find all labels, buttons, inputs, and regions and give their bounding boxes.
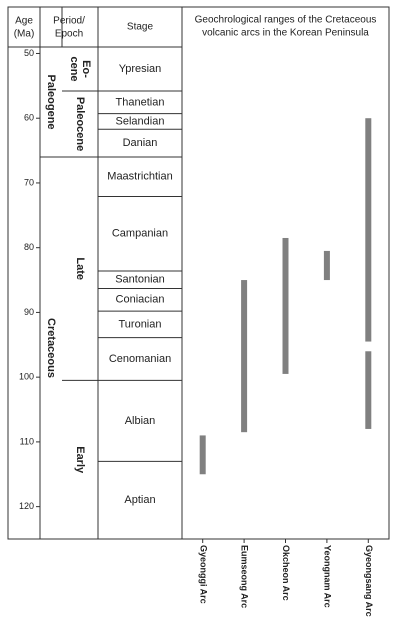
range-bar bbox=[241, 280, 248, 433]
epoch-label: Paleocene bbox=[74, 97, 86, 151]
ranges-header-line: volcanic arcs in the Korean Peninsula bbox=[202, 28, 369, 39]
arc-label: Eumseong Arc bbox=[240, 545, 250, 608]
epoch-label: Eo- bbox=[80, 60, 92, 78]
epoch-label: Late bbox=[74, 257, 86, 280]
age-tick-label: 50 bbox=[24, 48, 34, 58]
age-tick-label: 80 bbox=[24, 242, 34, 252]
range-bar bbox=[199, 435, 206, 475]
period-label: Cretaceous bbox=[45, 318, 57, 378]
range-bar bbox=[365, 118, 372, 342]
range-bar bbox=[282, 237, 289, 374]
period-header-line: Period/ bbox=[53, 16, 85, 27]
period-label: Paleogene bbox=[45, 75, 57, 130]
arc-label: Gyeonggi Arc bbox=[198, 545, 208, 604]
stage-label: Campanian bbox=[112, 228, 168, 240]
epoch-column: Eo-cene Paleocene Late Early bbox=[62, 56, 98, 474]
stage-label: Albian bbox=[125, 415, 156, 427]
age-tick-label: 120 bbox=[19, 501, 34, 511]
age-tick-label: 100 bbox=[19, 372, 34, 382]
stage-label: Santonian bbox=[115, 274, 165, 286]
age-tick-label: 60 bbox=[24, 113, 34, 123]
stage-label: Aptian bbox=[124, 494, 155, 506]
column-headers: Age (Ma) Period/Epoch Stage Geochrological r… bbox=[14, 15, 377, 40]
stage-label: Turonian bbox=[118, 318, 161, 330]
stage-label: Ypresian bbox=[119, 63, 162, 75]
outer-border bbox=[7, 6, 390, 540]
arc-label: Okcheon Arc bbox=[281, 545, 291, 601]
age-tick-label: 110 bbox=[20, 436, 34, 446]
age-tick-label: 70 bbox=[24, 177, 34, 187]
age-header-line: Age bbox=[15, 16, 33, 27]
stage-label: Maastrichtian bbox=[107, 171, 172, 183]
stage-label: Selandian bbox=[116, 115, 165, 127]
stage-label: Danian bbox=[123, 137, 158, 149]
arc-label: Gyeongsang Arc bbox=[364, 545, 374, 617]
stage-column: Ypresian Thanetian Selandian Danian Maastric… bbox=[98, 63, 182, 506]
period-header-line: Epoch bbox=[55, 29, 83, 40]
age-header-line: (Ma) bbox=[14, 29, 35, 40]
chart-frame bbox=[7, 6, 390, 540]
stage-header: Stage bbox=[127, 22, 154, 33]
period-column: Paleogene Cretaceous bbox=[40, 75, 62, 378]
stage-label: Thanetian bbox=[116, 96, 165, 108]
arc-label: Yeongnam Arc bbox=[323, 545, 333, 608]
ranges-header-line: Geochrological ranges of the Cretaceous bbox=[195, 15, 377, 26]
age-axis: 50 60 70 80 90 100 110 120 bbox=[19, 48, 40, 511]
stage-label: Cenomanian bbox=[109, 353, 171, 365]
range-bar bbox=[323, 250, 330, 281]
stage-label: Coniacian bbox=[116, 294, 165, 306]
arc-labels: Gyeonggi Arc Eumseong Arc Okcheon Arc Yeong… bbox=[198, 539, 374, 617]
epoch-label: cene bbox=[68, 56, 80, 81]
age-tick-label: 90 bbox=[24, 307, 34, 317]
arc-range-bars bbox=[199, 118, 372, 475]
epoch-label: Early bbox=[74, 446, 86, 474]
range-bar bbox=[365, 351, 372, 429]
